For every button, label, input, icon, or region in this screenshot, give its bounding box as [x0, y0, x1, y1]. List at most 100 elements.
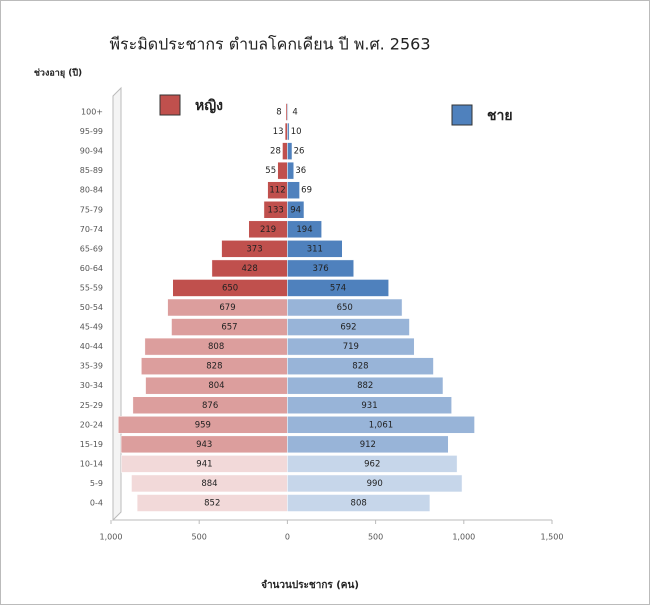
data-label: 373	[246, 244, 262, 254]
y-tick-label: 25-29	[80, 401, 103, 410]
data-label: 112	[269, 186, 285, 196]
data-label: 719	[343, 342, 359, 352]
y-tick-label: 10-14	[80, 459, 103, 468]
y-tick-label: 15-19	[80, 440, 103, 449]
bar	[287, 240, 343, 258]
bar	[287, 259, 354, 278]
bar	[287, 376, 444, 395]
bar	[287, 318, 410, 336]
bar	[287, 396, 452, 414]
data-label: 657	[221, 323, 237, 333]
y-tick-label: 65-69	[80, 244, 103, 253]
data-label: 828	[206, 362, 222, 372]
bar	[287, 220, 322, 239]
bar	[284, 122, 288, 141]
bar	[287, 161, 295, 180]
bar	[287, 279, 389, 297]
bar	[287, 337, 415, 356]
bar	[287, 298, 403, 317]
y-tick-label: 60-64	[80, 264, 103, 273]
data-label: 69	[301, 186, 312, 196]
y-tick-label: 45-49	[80, 323, 103, 332]
y-tick-label: 0-4	[90, 499, 103, 508]
data-label: 828	[352, 362, 368, 372]
data-label: 852	[204, 499, 220, 509]
data-label: 13	[273, 127, 284, 137]
data-label: 808	[351, 499, 367, 509]
y-tick-label: 50-54	[80, 303, 103, 312]
data-label: 4	[292, 108, 297, 118]
y-tick-label: 85-89	[80, 166, 103, 175]
data-label: 26	[294, 147, 305, 157]
bar	[287, 201, 305, 219]
data-label: 8	[276, 108, 281, 118]
data-label: 133	[268, 205, 284, 215]
data-label: 10	[291, 127, 302, 137]
y-tick-label: 75-79	[80, 205, 103, 214]
y-tick-label: 30-34	[80, 381, 103, 390]
bar	[287, 455, 458, 473]
data-label: 28	[270, 147, 281, 157]
data-label: 808	[208, 342, 224, 352]
bar	[287, 435, 449, 454]
bar	[277, 161, 288, 180]
y-tick-label: 100+	[81, 108, 103, 117]
axis-wall	[112, 86, 122, 522]
y-tick-label: 35-39	[80, 362, 103, 371]
y-tick-label: 90-94	[80, 147, 103, 156]
x-tick-label: 1,000	[100, 533, 123, 542]
y-tick-label: 80-84	[80, 186, 103, 195]
y-tick-label: 95-99	[80, 127, 103, 136]
legend-label: หญิง	[195, 98, 223, 114]
y-tick-label: 20-24	[80, 420, 103, 429]
data-label: 882	[357, 381, 373, 391]
bar	[287, 181, 300, 199]
legend-swatch	[159, 94, 181, 116]
data-label: 574	[330, 283, 346, 293]
bar	[287, 474, 463, 493]
data-label: 990	[367, 479, 383, 489]
data-label: 692	[340, 323, 356, 333]
bar	[287, 416, 475, 434]
legend-label: ชาย	[487, 108, 513, 124]
data-label: 376	[312, 264, 328, 274]
chart-title: พีระมิดประชากร ตำบลโคกเคียน ปี พ.ศ. 2563	[109, 35, 430, 54]
data-label: 650	[337, 303, 353, 313]
bar	[287, 142, 293, 160]
bar	[287, 357, 434, 375]
data-label: 55	[265, 166, 276, 176]
y-tick-label: 5-9	[90, 479, 103, 488]
x-axis-label: จำนวนประชากร (คน)	[261, 579, 359, 591]
bar	[287, 103, 289, 121]
x-tick-label: 1,000	[452, 533, 475, 542]
bar	[287, 494, 431, 512]
data-label: 219	[260, 225, 276, 235]
data-label: 931	[361, 401, 377, 411]
legend-swatch	[451, 104, 473, 126]
bar	[282, 142, 288, 160]
x-tick-label: 1,500	[541, 533, 564, 542]
data-label: 194	[296, 225, 312, 235]
data-label: 679	[219, 303, 235, 313]
y-tick-label: 55-59	[80, 283, 103, 292]
data-label: 1,061	[369, 420, 393, 430]
bar	[287, 122, 290, 141]
data-label: 36	[295, 166, 306, 176]
data-label: 959	[195, 420, 211, 430]
data-label: 943	[196, 440, 212, 450]
data-label: 94	[290, 205, 301, 215]
y-tick-label: 70-74	[80, 225, 103, 234]
y-axis-label: ช่วงอายุ (ปี)	[34, 68, 82, 79]
data-label: 884	[201, 479, 217, 489]
data-label: 311	[307, 244, 323, 254]
data-label: 962	[364, 459, 380, 469]
x-tick-label: 0	[285, 533, 290, 542]
y-tick-label: 40-44	[80, 342, 103, 351]
data-label: 941	[196, 459, 212, 469]
x-tick-label: 500	[192, 533, 207, 542]
data-label: 804	[208, 381, 224, 391]
x-tick-label: 500	[368, 533, 383, 542]
data-label: 912	[360, 440, 376, 450]
data-label: 876	[202, 401, 218, 411]
